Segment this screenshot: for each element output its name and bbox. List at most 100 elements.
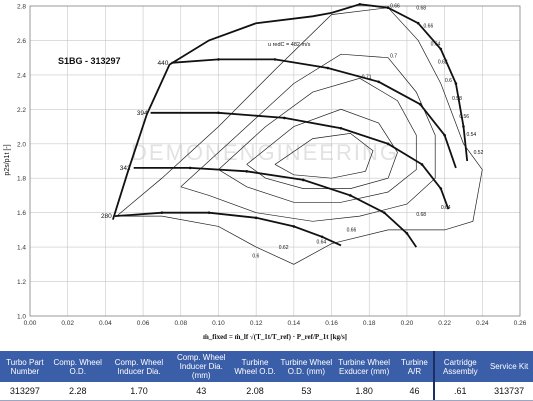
y-axis-label: p2s/p1t [-] <box>4 144 11 175</box>
speed-line-point <box>320 235 324 239</box>
speed-line-label: 440 <box>157 60 168 67</box>
efficiency-outer-label: 0.56 <box>459 114 469 120</box>
header-service-kit: Service Kit <box>489 362 529 371</box>
speed-line-point <box>386 142 390 146</box>
y-tick-label: 2.6 <box>17 38 26 45</box>
y-tick-label: 2.2 <box>17 107 26 114</box>
value-part-number: 313297 <box>9 385 40 396</box>
efficiency-islands <box>116 7 483 265</box>
speed-line-point <box>207 211 211 214</box>
x-tick-label: 0.10 <box>212 320 225 327</box>
y-tick-label: 1.8 <box>17 176 26 183</box>
value-cartridge: 313737 <box>494 385 525 396</box>
header-turbine-exducer: Turbine Wheel Exducer (mm) <box>338 357 390 376</box>
efficiency-outer-label: 0.54 <box>466 132 476 138</box>
speed-line-point <box>301 178 305 182</box>
speed-line-point <box>188 166 192 170</box>
speed-line <box>114 211 342 247</box>
axis-ticks: 0.00 0.02 0.04 0.06 0.08 0.10 0.12 0.14 0.16 0.18… <box>17 4 527 328</box>
speed-line-point <box>254 216 258 220</box>
efficiency-island <box>116 7 483 265</box>
speed-lines <box>114 2 469 248</box>
value-comp-wheel-od: 2.28 <box>68 385 87 396</box>
speed-line-label: 394 <box>137 110 148 117</box>
speed-line-point <box>443 133 446 137</box>
speed-line-point <box>439 187 443 190</box>
efficiency-island-label: 0.71 <box>362 74 372 80</box>
y-tick-label: 1.2 <box>17 279 26 286</box>
efficiency-island <box>180 53 436 222</box>
spec-table-row: 313297 2.28 1.70 43 2.08 53 1.80 46 .61 … <box>0 382 533 401</box>
speed-line-point <box>462 125 465 128</box>
x-tick-label: 0.22 <box>438 320 451 327</box>
x-tick-label: 0.02 <box>61 320 74 327</box>
speed-line-point <box>283 116 286 120</box>
y-tick-label: 1.6 <box>17 210 26 217</box>
x-tick-label: 0.26 <box>514 320 527 327</box>
speed-line-point <box>339 126 343 130</box>
efficiency-bottom-label: 0.64 <box>316 240 326 246</box>
y-tick-label: 1.0 <box>17 314 26 321</box>
value-turbine-exducer-mm: 46 <box>396 382 436 400</box>
speed-line-point <box>439 47 443 51</box>
x-tick-label: 0.18 <box>363 320 376 327</box>
efficiency-outer-label: 0.66 <box>424 24 434 30</box>
speed-line-point <box>349 194 352 197</box>
efficiency-bottom-label: 0.68 <box>416 212 426 218</box>
x-tick-label: 0.12 <box>250 320 263 327</box>
x-axis-label: ṁ_fixed = ṁ_lf √(T_1t/T_ref) · P_ref/P_1… <box>203 333 347 341</box>
speed-line-label: 342 <box>120 165 131 172</box>
value-comp-inducer-mm: 43 <box>196 385 207 396</box>
speed-line <box>150 111 450 210</box>
speed-line-point <box>160 211 164 214</box>
compressor-map-svg: DEMONENGINEERING 280 342 394 440 0.66 0.7 0.71… <box>4 2 527 341</box>
speed-line-point <box>292 225 296 228</box>
header-turbine-od: Turbine Wheel O.D. <box>234 357 276 376</box>
header-cartridge: Cartridge Assembly <box>442 357 478 376</box>
header-comp-wheel-od: Comp. Wheel O.D. <box>53 357 102 376</box>
speed-line-point <box>454 82 458 85</box>
x-tick-label: 0.06 <box>137 320 150 327</box>
speed-line <box>171 58 457 169</box>
speed-line-label: 280 <box>101 213 112 220</box>
header-turbine-od-mm: Turbine Wheel O.D. (mm) <box>280 357 333 376</box>
y-tick-label: 2.4 <box>17 72 26 79</box>
efficiency-bottom-label: 0.6 <box>252 253 259 259</box>
speed-line-point <box>217 111 220 115</box>
y-tick-label: 2.8 <box>17 4 26 11</box>
efficiency-outer-label: 0.64 <box>431 42 441 48</box>
efficiency-island <box>218 77 417 203</box>
speed-line-point <box>386 6 390 10</box>
efficiency-bottom-label: 0.62 <box>279 245 289 251</box>
turbo-spec-table: Turbo Part Number Comp. Wheel O.D. Comp.… <box>0 351 533 401</box>
efficiency-outer-label: 0.68 <box>416 5 426 11</box>
speed-line-point <box>245 170 249 173</box>
header-comp-inducer-mm: Comp. Wheel Inducer Dia. (mm) <box>177 353 226 380</box>
value-turbine-od-mm: 53 <box>301 385 312 396</box>
speed-line-point <box>420 163 424 166</box>
watermark: DEMONENGINEERING <box>131 140 399 165</box>
efficiency-outer-label: 0.6 <box>445 78 452 84</box>
efficiency-island-label: 0.66 <box>390 4 400 10</box>
x-tick-label: 0.04 <box>99 320 112 327</box>
x-tick-label: 0.16 <box>325 320 338 327</box>
speed-line <box>331 3 469 162</box>
efficiency-outer-label: 0.58 <box>452 96 462 102</box>
map-labels: 280 342 394 440 0.66 0.7 0.71 0.68 0.66 0.64 0.62 0… <box>101 4 484 260</box>
x-tick-label: 0.00 <box>24 320 37 327</box>
efficiency-island <box>246 108 398 189</box>
header-turbine-ar: Turbine A/R <box>396 351 436 382</box>
value-turbine-od: 2.08 <box>246 385 264 396</box>
speed-line-point <box>418 102 422 106</box>
value-turbine-exducer: 1.80 <box>355 385 373 396</box>
speed-line-point <box>358 2 362 6</box>
y-tick-label: 2.0 <box>17 141 26 148</box>
x-tick-label: 0.20 <box>401 320 414 327</box>
efficiency-bottom-label: 0.64 <box>441 205 451 211</box>
y-tick-label: 1.4 <box>17 245 26 252</box>
speed-line <box>133 167 418 248</box>
spec-table-header: Turbo Part Number Comp. Wheel O.D. Comp.… <box>0 351 533 382</box>
efficiency-outer-label: 0.62 <box>438 60 448 66</box>
surge-line <box>112 12 332 220</box>
x-tick-label: 0.08 <box>174 320 187 327</box>
